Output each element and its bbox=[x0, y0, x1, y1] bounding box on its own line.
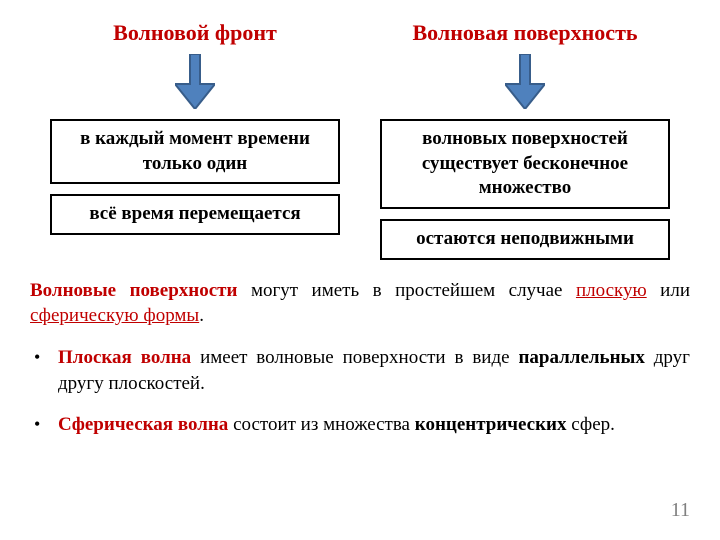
p1-span-a: Волновые поверхности bbox=[30, 280, 237, 301]
comparison-columns: Волновой фронт в каждый момент времени т… bbox=[30, 20, 690, 260]
p1-span-b: могут иметь в простейшем случае bbox=[237, 280, 576, 301]
p1-span-c: плоскую bbox=[576, 280, 647, 301]
bullet-marker: • bbox=[34, 345, 58, 396]
arrow-path bbox=[505, 54, 545, 109]
bullet-list: • Плоская волна имеет волновые поверхнос… bbox=[30, 345, 690, 438]
b1b: имеет волновые поверхности в виде bbox=[191, 347, 518, 368]
p1-span-e: сферическую формы bbox=[30, 305, 199, 326]
right-box-1: волновых поверхностей существует бесконе… bbox=[380, 119, 670, 209]
bullet-2: • Сферическая волна состоит из множества… bbox=[34, 412, 690, 438]
b2a: Сферическая волна bbox=[58, 414, 228, 435]
b1c: параллельных bbox=[518, 347, 644, 368]
arrow-path bbox=[175, 54, 215, 109]
right-column: Волновая поверхность волновых поверхност… bbox=[380, 20, 670, 260]
left-box-1: в каждый момент времени только один bbox=[50, 119, 340, 184]
bullet-2-text: Сферическая волна состоит из множества к… bbox=[58, 412, 690, 438]
b2b: состоит из множества bbox=[228, 414, 414, 435]
bullet-marker: • bbox=[34, 412, 58, 438]
page-number: 11 bbox=[671, 499, 690, 522]
intro-paragraph: Волновые поверхности могут иметь в прост… bbox=[30, 278, 690, 329]
right-header: Волновая поверхность bbox=[412, 20, 637, 46]
p1-span-f: . bbox=[199, 305, 204, 326]
down-arrow-icon bbox=[175, 54, 215, 109]
b1a: Плоская волна bbox=[58, 347, 191, 368]
down-arrow-icon bbox=[505, 54, 545, 109]
p1-span-d: или bbox=[647, 280, 690, 301]
bullet-1: • Плоская волна имеет волновые поверхнос… bbox=[34, 345, 690, 396]
bullet-1-text: Плоская волна имеет волновые поверхности… bbox=[58, 345, 690, 396]
b2d: сфер. bbox=[567, 414, 615, 435]
left-box-2: всё время перемещается bbox=[50, 194, 340, 235]
left-column: Волновой фронт в каждый момент времени т… bbox=[50, 20, 340, 260]
left-header: Волновой фронт bbox=[113, 20, 277, 46]
b2c: концентрических bbox=[415, 414, 567, 435]
right-box-2: остаются неподвижными bbox=[380, 219, 670, 260]
